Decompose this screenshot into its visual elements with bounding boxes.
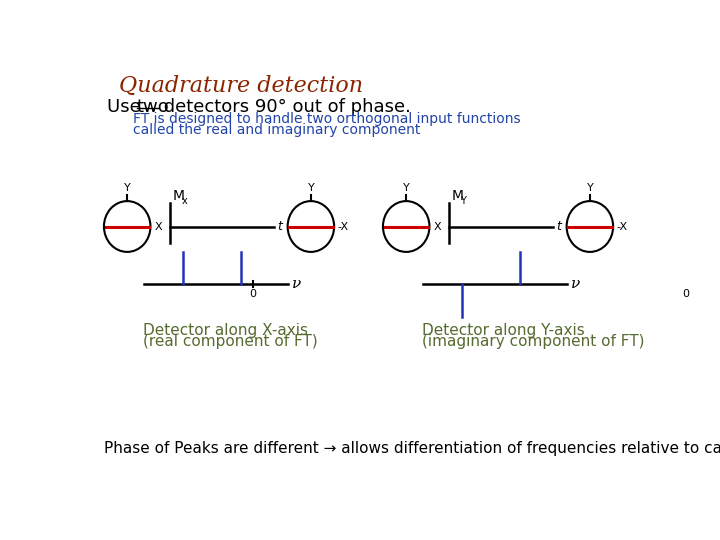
Text: X: X (154, 221, 162, 232)
Text: t: t (276, 220, 282, 233)
Text: detectors 90° out of phase.: detectors 90° out of phase. (158, 98, 411, 116)
Text: -X: -X (616, 221, 627, 232)
Text: x: x (181, 197, 187, 206)
Text: Phase of Peaks are different → allows differentiation of frequencies relative to: Phase of Peaks are different → allows di… (104, 441, 720, 456)
Text: Y: Y (402, 184, 410, 193)
Text: Quadrature detection: Quadrature detection (120, 75, 364, 97)
Text: M: M (173, 190, 185, 204)
Text: (imaginary component of FT): (imaginary component of FT) (422, 334, 644, 349)
Text: X: X (433, 221, 441, 232)
Text: Y: Y (461, 197, 467, 206)
Text: Detector along X-axis: Detector along X-axis (143, 323, 307, 338)
Text: 0: 0 (682, 289, 689, 299)
Text: ν: ν (571, 277, 580, 291)
Text: M: M (452, 190, 464, 204)
Text: (real component of FT): (real component of FT) (143, 334, 318, 349)
Text: 0: 0 (249, 289, 256, 299)
Text: Y: Y (587, 184, 593, 193)
Text: Y: Y (124, 184, 130, 193)
Text: two: two (137, 98, 169, 116)
Text: called the real and imaginary component: called the real and imaginary component (132, 123, 420, 137)
Text: ν: ν (292, 277, 302, 291)
Text: FT is designed to handle two orthogonal input functions: FT is designed to handle two orthogonal … (132, 112, 521, 126)
Text: Detector along Y-axis: Detector along Y-axis (422, 323, 585, 338)
Text: t: t (556, 220, 561, 233)
Text: Y: Y (307, 184, 314, 193)
Text: -X: -X (337, 221, 348, 232)
Text: Use: Use (107, 98, 147, 116)
